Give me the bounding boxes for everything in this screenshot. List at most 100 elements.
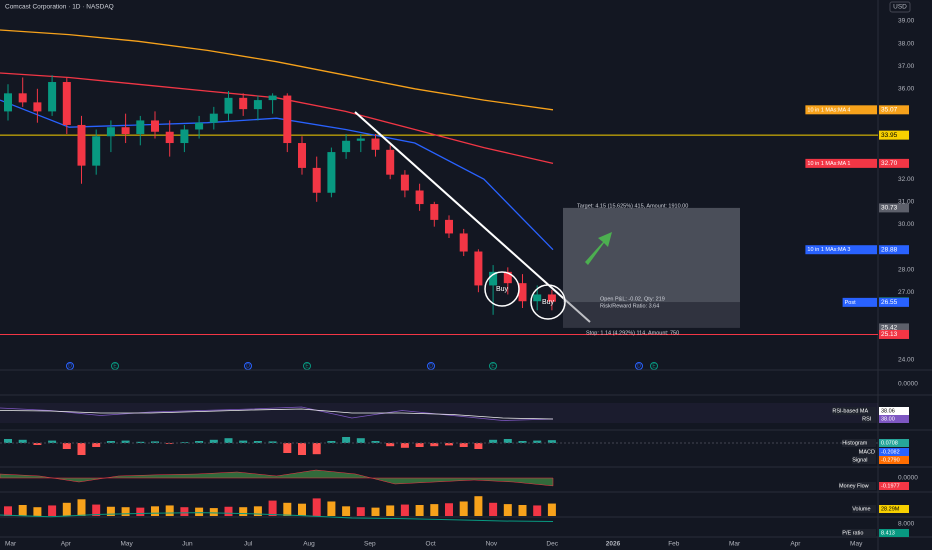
price-tag-value: 30.73	[881, 205, 898, 212]
volume-bar	[48, 505, 57, 516]
price-tag-value: 33.95	[881, 132, 898, 139]
time-label: Sep	[364, 541, 376, 548]
price-tag	[879, 297, 909, 307]
symbol-title: Comcast Corporation · 1D · NASDAQ	[5, 4, 114, 11]
indicator-tag-value: -0.1977	[881, 483, 900, 489]
price-tag	[879, 105, 909, 115]
macd-histogram-bar	[4, 439, 12, 443]
price-tag-name-bg	[842, 297, 877, 307]
macd-histogram-bar	[48, 440, 57, 443]
price-tick-label: 39.00	[898, 18, 915, 25]
price-tag-name-bg	[805, 245, 877, 255]
price-tag-name-bg	[805, 105, 877, 115]
candle-body	[136, 120, 145, 134]
macd-histogram-bar	[459, 443, 468, 447]
candle-body	[18, 93, 27, 103]
signal-label: Buy	[496, 286, 509, 293]
zero-label: 0.0000	[898, 381, 918, 388]
rsi-line	[0, 406, 554, 421]
volume-bar	[327, 501, 336, 516]
candle-body	[400, 174, 409, 191]
price-tick-label: 31.00	[898, 199, 915, 206]
indicator-tag-value: 38.00	[881, 416, 895, 422]
macd-histogram-bar	[533, 440, 542, 443]
volume-bar	[533, 505, 542, 516]
time-label: May	[120, 541, 133, 548]
indicator-tag-name: RSI	[862, 416, 872, 422]
candle-body	[268, 95, 277, 101]
volume-bar	[136, 507, 145, 516]
rsi-band	[0, 403, 878, 423]
volume-bar	[62, 502, 71, 516]
price-tag-value: 25.13	[881, 331, 898, 338]
volume-bar	[415, 505, 424, 516]
candle-body	[327, 152, 336, 193]
volume-bar	[18, 505, 27, 516]
price-tag-name-bg	[805, 158, 877, 168]
candle-body	[459, 233, 468, 252]
volume-bar	[459, 501, 468, 516]
price-tag-value: 26.55	[881, 299, 898, 306]
macd-histogram-bar	[268, 441, 277, 443]
pnl-text: Open P&L: -0.02, Qty: 219	[600, 297, 665, 303]
volume-bar	[209, 508, 218, 516]
macd-histogram-bar	[386, 443, 395, 447]
price-tag-value: 28.88	[881, 246, 898, 253]
indicator-tag-name-bg	[842, 439, 876, 447]
macd-histogram-bar	[298, 443, 306, 455]
indicator-tag-value-bg	[879, 415, 909, 423]
candle-body	[547, 294, 556, 302]
volume-bar	[180, 507, 189, 516]
macd-histogram-bar	[445, 443, 453, 446]
stop-zone	[563, 302, 740, 328]
indicator-tag-name-bg	[852, 456, 876, 464]
time-label: Feb	[668, 541, 680, 548]
candle-body	[195, 122, 204, 130]
volume-bar	[518, 505, 527, 516]
indicator-tag-value-bg	[879, 456, 909, 464]
time-label: Dec	[546, 541, 558, 548]
event-label: E	[652, 363, 656, 369]
price-tag-name: 10 in 1 MAs:MA 4	[807, 107, 850, 113]
macd-histogram-bar	[430, 443, 439, 447]
candle-body	[180, 129, 189, 144]
macd-histogram-bar	[209, 439, 218, 443]
volume-bar	[386, 505, 395, 516]
price-tick-label: 36.00	[898, 86, 915, 93]
price-tag	[879, 323, 909, 333]
volume-bar	[342, 506, 351, 516]
volume-bar	[224, 506, 233, 516]
currency[interactable]: USD	[893, 4, 907, 11]
indicator-tag-name-bg	[839, 482, 876, 490]
money-flow-area	[0, 469, 554, 487]
volume-bar	[283, 502, 292, 516]
time-label: Jul	[244, 541, 253, 548]
volume-bar	[77, 499, 86, 516]
indicator-tag-name: P/E ratio	[842, 530, 863, 536]
indicator-tag-value: 28.29M	[881, 506, 900, 512]
macd-histogram-bar	[415, 443, 424, 447]
candle-body	[121, 127, 130, 134]
indicator-tag-value-bg	[879, 439, 909, 447]
macd-histogram-bar	[503, 439, 512, 443]
event-label: D	[429, 363, 433, 369]
volume-bar	[195, 507, 204, 516]
candle-body	[356, 138, 365, 141]
indicator-tag-name: Money Flow	[839, 483, 869, 489]
volume-bar	[33, 507, 42, 516]
time-label: Mar	[729, 541, 741, 548]
candle-body	[62, 82, 71, 125]
price-tick-label: 37.00	[898, 63, 915, 70]
macd-histogram-bar	[136, 441, 145, 443]
signal-circle	[484, 271, 520, 307]
price-pane: Target: 4.15 (15.625%) 415, Amount: 1910…	[0, 29, 878, 336]
time-label: Jun	[182, 541, 193, 548]
event-label: D	[68, 363, 72, 369]
candle-body	[489, 271, 498, 286]
price-tag	[879, 203, 909, 213]
volume-bar	[165, 505, 174, 516]
event-label: D	[246, 363, 250, 369]
time-label: Oct	[426, 541, 436, 548]
